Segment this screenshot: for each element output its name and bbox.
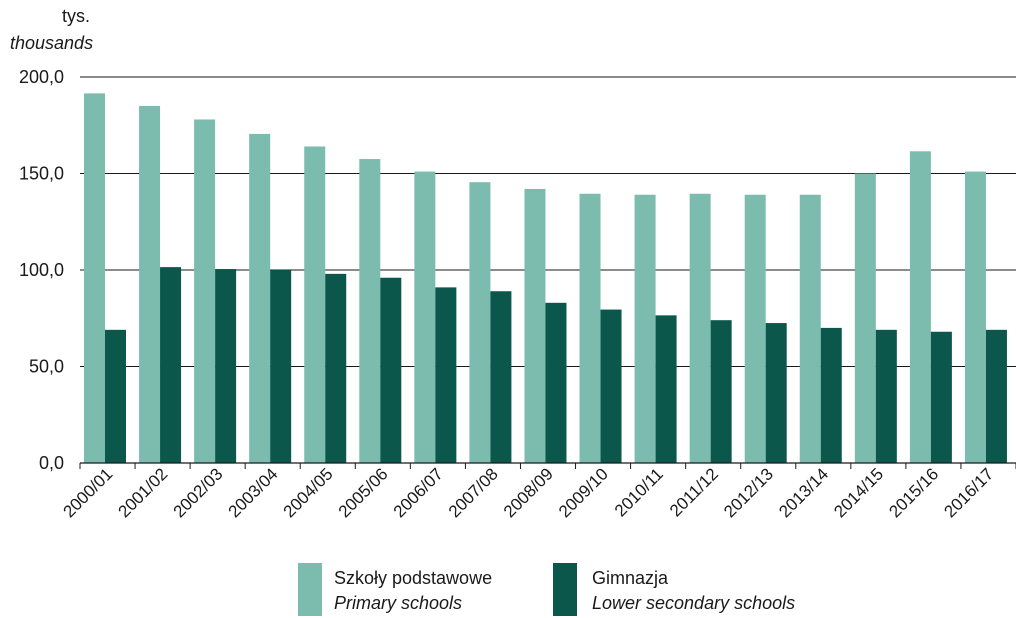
bar-primary-schools-2016-17	[964, 171, 986, 463]
legend: Szkoły podstawowe Primary schools Gimnaz…	[298, 563, 795, 616]
legend-swatch-primary-schools	[298, 563, 322, 616]
x-axis-tick-labels: 2000/012001/022002/032003/042004/052005/…	[59, 464, 997, 521]
bar-primary-schools-2009-10	[579, 193, 601, 463]
x-tick-label: 2004/05	[280, 464, 337, 521]
legend-label-lower-secondary-schools: Gimnazja	[592, 568, 669, 588]
legend-label-lower-secondary-schools-en: Lower secondary schools	[592, 593, 795, 613]
x-tick-label: 2007/08	[445, 464, 502, 521]
bar-primary-schools-2010-11	[634, 194, 656, 464]
bar-lower-secondary-schools-2006-07	[435, 287, 457, 463]
bar-lower-secondary-schools-2003-04	[270, 270, 292, 463]
x-tick-label: 2012/13	[720, 464, 777, 521]
bar-lower-secondary-schools-2009-10	[600, 309, 622, 463]
bar-primary-schools-2000-01	[84, 93, 105, 463]
bars	[84, 93, 1007, 464]
legend-label-primary-schools-en: Primary schools	[334, 593, 462, 613]
x-tick-label: 2005/06	[335, 464, 392, 521]
bar-primary-schools-2014-15	[854, 173, 876, 463]
bar-primary-schools-2011-12	[689, 193, 711, 463]
x-tick-label: 2000/01	[59, 464, 116, 521]
x-tick-label: 2003/04	[225, 464, 282, 521]
x-tick-label: 2001/02	[115, 464, 172, 521]
y-tick-label: 100,0	[19, 260, 64, 280]
legend-swatch-lower-secondary-schools	[553, 563, 577, 616]
bar-lower-secondary-schools-2005-06	[380, 277, 402, 463]
bar-lower-secondary-schools-2007-08	[490, 291, 512, 463]
bar-primary-schools-2002-03	[194, 119, 216, 464]
bar-lower-secondary-schools-2015-16	[930, 331, 952, 463]
bar-lower-secondary-schools-2001-02	[160, 267, 182, 463]
x-tick-label: 2013/14	[775, 464, 832, 521]
bar-lower-secondary-schools-2000-01	[105, 329, 126, 463]
x-tick-label: 2006/07	[390, 464, 447, 521]
bar-lower-secondary-schools-2004-05	[325, 273, 347, 463]
bar-lower-secondary-schools-2011-12	[710, 320, 732, 463]
bar-lower-secondary-schools-2013-14	[820, 327, 842, 463]
bar-lower-secondary-schools-2012-13	[765, 323, 787, 463]
y-axis-ticks: 0,0 50,0 100,0 150,0 200,0	[19, 67, 64, 473]
bar-lower-secondary-schools-2014-15	[875, 329, 897, 463]
bar-primary-schools-2003-04	[249, 133, 271, 463]
bar-primary-schools-2007-08	[469, 182, 491, 463]
bar-lower-secondary-schools-2002-03	[215, 269, 237, 463]
y-tick-label: 50,0	[29, 357, 64, 377]
bar-primary-schools-2006-07	[414, 171, 436, 463]
x-tick-label: 2010/11	[611, 464, 667, 520]
x-tick-label: 2016/17	[940, 464, 997, 521]
bar-primary-schools-2008-09	[524, 188, 546, 463]
bar-primary-schools-2012-13	[744, 194, 766, 464]
x-tick-label: 2011/12	[666, 464, 722, 520]
y-tick-label: 150,0	[19, 164, 64, 184]
bar-primary-schools-2004-05	[304, 146, 326, 464]
x-tick-label: 2009/10	[555, 464, 612, 521]
bar-primary-schools-2013-14	[799, 194, 821, 464]
x-tick-label: 2014/15	[830, 464, 887, 521]
bar-primary-schools-2005-06	[359, 159, 381, 463]
unit-label: tys.	[62, 6, 90, 26]
x-tick-label: 2008/09	[500, 464, 557, 521]
y-tick-label: 0,0	[39, 453, 64, 473]
bar-lower-secondary-schools-2016-17	[985, 329, 1007, 463]
x-tick-label: 2015/16	[885, 464, 942, 521]
unit-label-en: thousands	[10, 33, 93, 53]
x-tick-label: 2002/03	[170, 464, 227, 521]
bar-primary-schools-2001-02	[139, 105, 161, 463]
x-axis	[79, 462, 1016, 469]
bar-lower-secondary-schools-2010-11	[655, 315, 677, 463]
legend-label-primary-schools: Szkoły podstawowe	[334, 568, 492, 588]
bar-primary-schools-2015-16	[909, 151, 931, 463]
bar-lower-secondary-schools-2008-09	[545, 302, 567, 463]
y-tick-label: 200,0	[19, 67, 64, 87]
